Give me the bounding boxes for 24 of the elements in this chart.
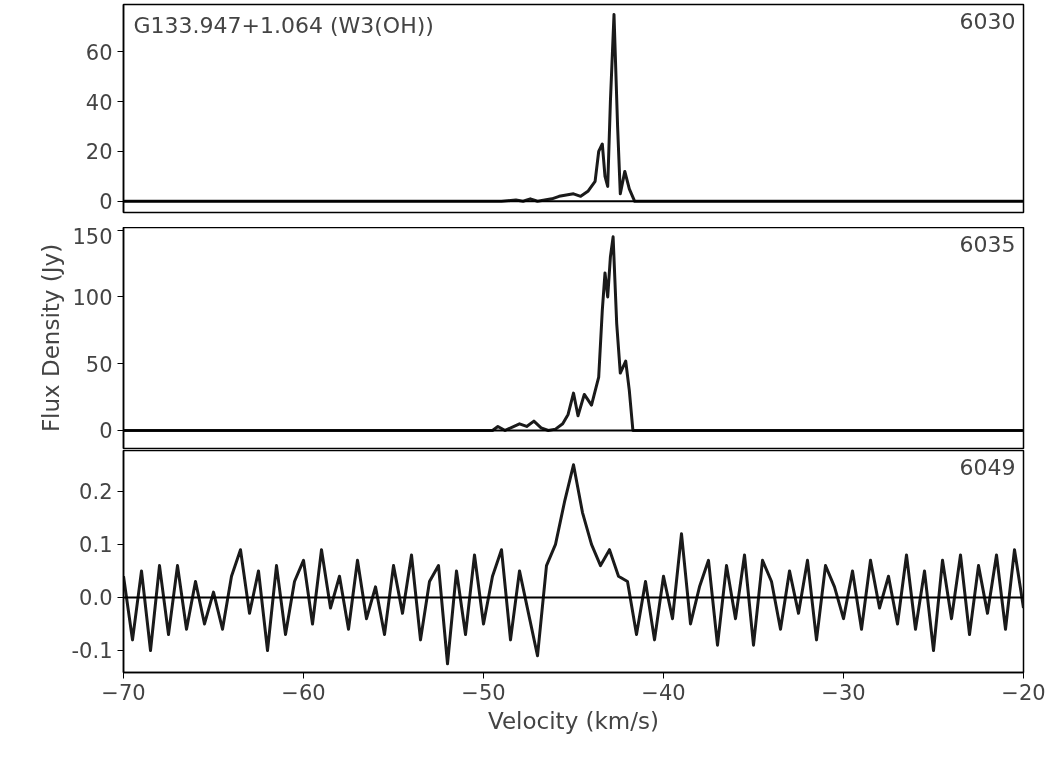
x-tick-label: −50 — [461, 680, 506, 705]
x-tick-label: −60 — [281, 680, 326, 705]
y-tick-label: 150 — [72, 224, 113, 249]
annotation: 6049 — [959, 454, 1016, 480]
y-tick-label: 40 — [85, 90, 113, 115]
y-tick-label: 0 — [99, 419, 113, 444]
y-tick-label: -0.1 — [71, 639, 113, 664]
x-axis-title: Velocity (km/s) — [488, 707, 659, 734]
x-tick-label: −40 — [641, 680, 686, 705]
y-tick-label: 50 — [85, 352, 113, 377]
y-axis-title: Flux Density (Jy) — [38, 243, 65, 433]
annotation: 6035 — [959, 231, 1016, 257]
y-tick-label: 0.2 — [79, 480, 113, 505]
y-tick-label: 0 — [99, 190, 113, 215]
x-tick-label: −30 — [821, 680, 866, 705]
y-tick-label: 100 — [72, 285, 113, 310]
y-tick-label: 60 — [85, 40, 113, 65]
chart-title: G133.947+1.064 (W3(OH)) — [133, 12, 434, 38]
annotation: 6030 — [959, 8, 1016, 34]
x-tick-label: −70 — [101, 680, 146, 705]
x-tick-label: −20 — [1001, 680, 1046, 705]
y-tick-label: 0.1 — [79, 533, 113, 558]
y-tick-label: 0.0 — [79, 586, 113, 611]
y-tick-label: 20 — [85, 140, 113, 165]
